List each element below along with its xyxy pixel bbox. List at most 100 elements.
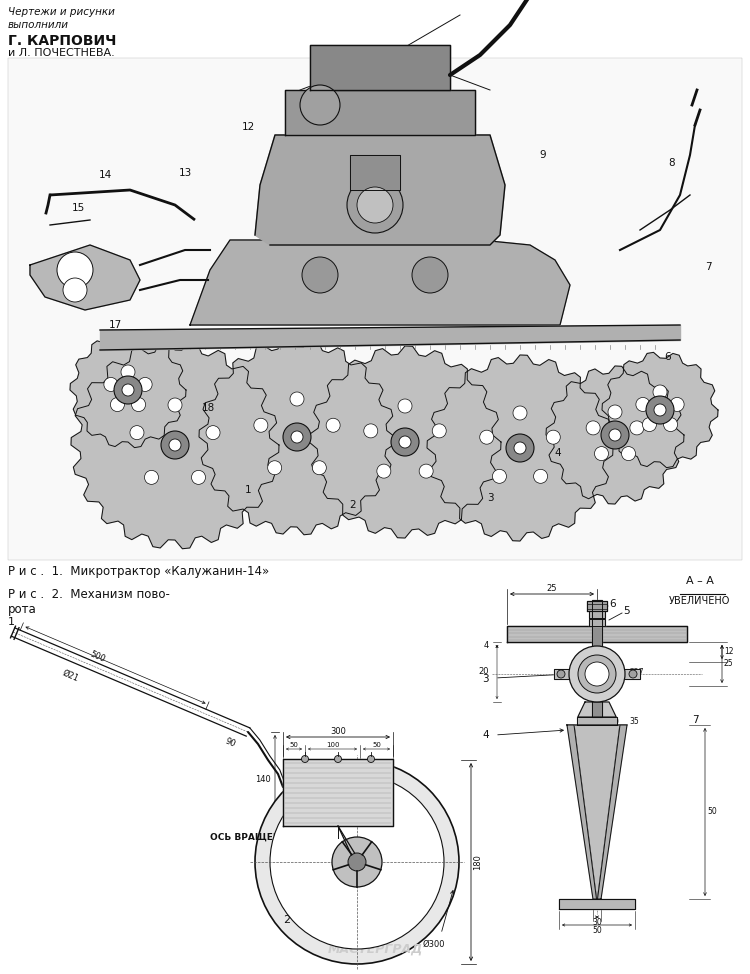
Circle shape	[654, 404, 666, 416]
Circle shape	[302, 756, 308, 763]
Circle shape	[376, 465, 391, 478]
Text: выполнили: выполнили	[8, 20, 69, 30]
Text: Чертежи и рисунки: Чертежи и рисунки	[8, 7, 115, 17]
Circle shape	[646, 396, 674, 424]
Text: 30: 30	[592, 918, 602, 927]
Text: 5: 5	[623, 606, 630, 616]
Text: 12: 12	[724, 648, 734, 656]
Text: А – А: А – А	[686, 576, 714, 586]
Bar	[8, 58, 742, 560]
Text: 1: 1	[8, 617, 14, 627]
Text: 3: 3	[482, 674, 489, 684]
Circle shape	[332, 837, 382, 887]
Text: 25: 25	[724, 659, 734, 668]
Polygon shape	[350, 155, 400, 190]
Text: 14: 14	[98, 170, 112, 180]
Circle shape	[670, 397, 684, 411]
Circle shape	[334, 756, 341, 763]
Polygon shape	[598, 725, 627, 899]
Circle shape	[300, 85, 340, 125]
Circle shape	[169, 439, 181, 451]
Text: 35: 35	[629, 717, 639, 726]
Text: А: А	[332, 839, 338, 848]
Polygon shape	[567, 725, 627, 899]
Polygon shape	[577, 717, 617, 725]
Circle shape	[168, 398, 182, 412]
Circle shape	[326, 418, 340, 432]
Text: 7: 7	[692, 715, 699, 725]
Polygon shape	[602, 353, 718, 468]
Circle shape	[161, 431, 189, 459]
Text: MАСТЕРГРАД: MАСТЕРГРАД	[327, 943, 423, 955]
Circle shape	[601, 421, 629, 449]
Text: и Л. ПОЧЕСТНЕВА.: и Л. ПОЧЕСТНЕВА.	[8, 48, 115, 58]
Circle shape	[364, 424, 378, 438]
Circle shape	[643, 418, 656, 431]
Polygon shape	[285, 90, 475, 135]
Circle shape	[255, 760, 459, 964]
Polygon shape	[255, 135, 505, 245]
Circle shape	[191, 470, 206, 484]
Text: 16: 16	[86, 280, 100, 290]
Circle shape	[533, 469, 548, 483]
Circle shape	[412, 257, 448, 293]
Polygon shape	[199, 339, 395, 535]
Polygon shape	[30, 245, 140, 310]
Circle shape	[622, 447, 635, 461]
Text: 50: 50	[592, 926, 602, 935]
Polygon shape	[71, 341, 279, 548]
Text: Р и с .  2.  Механизм пово-: Р и с . 2. Механизм пово-	[8, 588, 170, 601]
Text: 15: 15	[71, 203, 85, 213]
Text: 140: 140	[255, 774, 271, 783]
Polygon shape	[587, 601, 607, 611]
Text: Г. КАРПОВИЧ: Г. КАРПОВИЧ	[8, 34, 116, 48]
Text: 8: 8	[669, 158, 675, 168]
Circle shape	[206, 426, 220, 439]
Circle shape	[302, 257, 338, 293]
Circle shape	[145, 470, 158, 484]
Polygon shape	[592, 600, 602, 717]
Text: рота: рота	[8, 603, 37, 616]
Text: 50: 50	[707, 807, 717, 816]
Circle shape	[398, 399, 412, 413]
Text: 25: 25	[547, 584, 557, 593]
Text: 4: 4	[555, 448, 561, 458]
Circle shape	[63, 278, 87, 302]
Circle shape	[513, 406, 527, 420]
Polygon shape	[70, 332, 186, 448]
Polygon shape	[427, 355, 613, 541]
Text: 9: 9	[540, 150, 546, 160]
Text: УВЕЛИЧЕНО: УВЕЛИЧЕНО	[669, 596, 730, 606]
Circle shape	[131, 397, 146, 412]
Text: 2: 2	[350, 500, 356, 510]
Circle shape	[347, 177, 403, 233]
Polygon shape	[507, 626, 687, 642]
Text: 50: 50	[372, 742, 381, 748]
Circle shape	[283, 423, 311, 451]
Circle shape	[608, 405, 622, 419]
Circle shape	[506, 434, 534, 462]
Text: 5: 5	[604, 425, 610, 435]
Polygon shape	[190, 240, 570, 325]
Circle shape	[578, 655, 616, 693]
Text: 18: 18	[201, 403, 214, 413]
Circle shape	[122, 384, 134, 396]
Polygon shape	[589, 619, 605, 626]
Circle shape	[110, 397, 125, 412]
Text: 4: 4	[484, 642, 489, 651]
Text: 2: 2	[284, 915, 290, 925]
Text: 90: 90	[224, 737, 236, 749]
Polygon shape	[578, 702, 616, 717]
Text: 7: 7	[705, 262, 711, 272]
Circle shape	[432, 424, 446, 438]
Circle shape	[357, 187, 393, 223]
Circle shape	[557, 670, 565, 678]
Text: Ø27: Ø27	[629, 667, 644, 677]
Polygon shape	[589, 611, 605, 618]
Text: 11: 11	[411, 128, 424, 138]
Circle shape	[57, 252, 93, 288]
Polygon shape	[567, 725, 596, 899]
Text: Ø46: Ø46	[345, 861, 361, 871]
Text: Ø21: Ø21	[61, 668, 80, 684]
Circle shape	[130, 426, 144, 439]
